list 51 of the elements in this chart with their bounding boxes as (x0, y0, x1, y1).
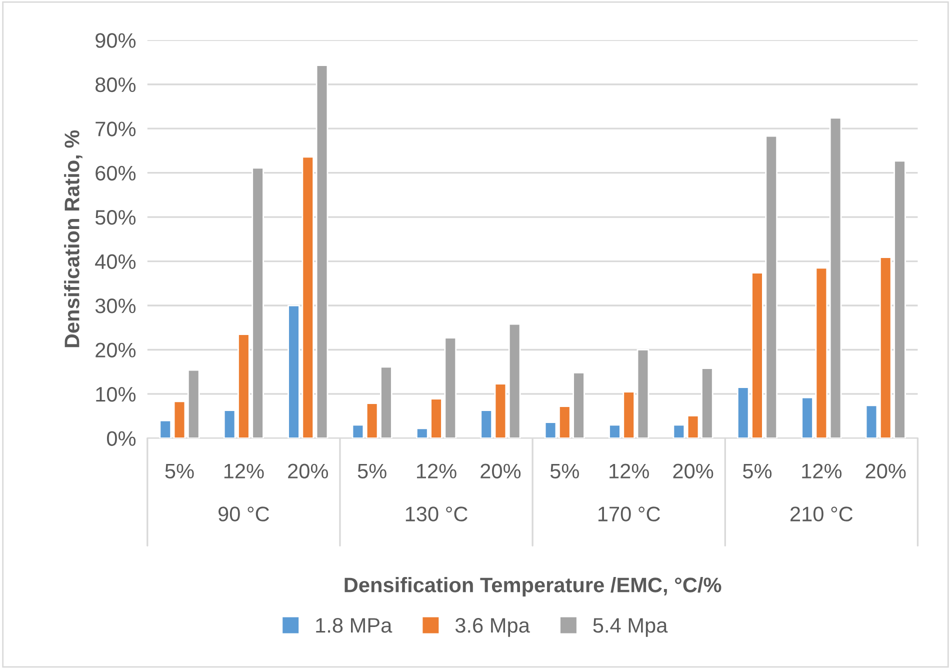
y-tick-label: 0% (106, 431, 136, 446)
y-tick-label: 20% (96, 342, 136, 358)
legend-label: 1.8 MPa (316, 618, 392, 633)
y-tick-label: 90% (96, 33, 136, 48)
text: 130 °C (406, 506, 468, 522)
text: 170 °C (598, 506, 660, 522)
bar (159, 420, 172, 438)
y-tick-label: 40% (95, 254, 136, 270)
bar (494, 383, 507, 438)
x-tick-label: 5% (743, 464, 772, 478)
x-tick-label: 20% (288, 464, 328, 478)
x-tick-label: 5% (165, 464, 194, 478)
bar (865, 404, 878, 438)
y-axis-title: Densification Ratio, % (64, 130, 82, 348)
bar (636, 349, 650, 438)
y-tick-label: 30% (95, 298, 136, 314)
bar (686, 414, 700, 438)
bar (187, 369, 200, 438)
text: 90 °C (218, 506, 270, 522)
y-tick-label: 50% (95, 210, 136, 225)
y-tick-label: 60% (96, 166, 136, 181)
x-tick-label: 12% (802, 464, 842, 478)
x-tick-label: 12% (224, 464, 264, 478)
y-tick-label: 70% (96, 122, 136, 136)
x-tick-label: 5% (358, 464, 386, 478)
x-tick-label: 20% (866, 464, 906, 478)
text: 210 °C (790, 506, 853, 522)
bar (223, 410, 236, 438)
bar (829, 117, 842, 438)
x-tick-label: 12% (417, 464, 456, 478)
bar (701, 368, 714, 438)
bar (352, 424, 364, 438)
bar (380, 366, 392, 438)
bar (544, 422, 557, 438)
y-tick-label: 10% (96, 386, 136, 402)
bar (815, 267, 828, 438)
legend-label: 5.4 Mpa (593, 618, 668, 637)
bar (366, 402, 378, 438)
x-tick-label: 5% (550, 464, 579, 478)
x-tick-label: 20% (673, 464, 714, 478)
bar (316, 64, 328, 438)
y-tick-label: 80% (96, 77, 136, 92)
bar (508, 323, 521, 438)
legend-label: 3.6 Mpa (455, 618, 530, 637)
x-axis-title: Densification Temperature /EMC, °C/% (344, 577, 722, 596)
bar (480, 410, 492, 438)
x-tick-label: 12% (610, 464, 649, 478)
x-tick-label: 20% (480, 464, 521, 478)
bar (173, 400, 186, 438)
bar (672, 424, 686, 438)
bar (801, 396, 814, 438)
